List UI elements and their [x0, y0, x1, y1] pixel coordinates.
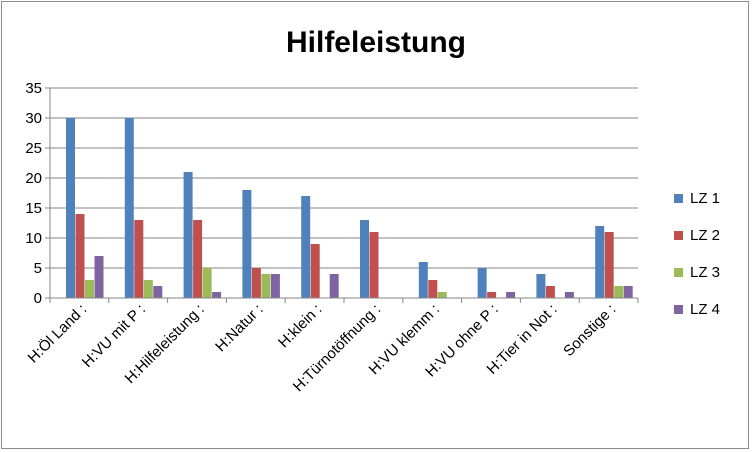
bar-lz-3	[261, 274, 271, 298]
bar-lz-1	[183, 172, 193, 298]
y-tick-label: 0	[34, 290, 42, 307]
bar-lz-2	[604, 232, 614, 298]
bar-lz-2	[75, 214, 85, 298]
bars	[66, 118, 633, 298]
legend-label: LZ 3	[690, 264, 720, 281]
bar-lz-2	[545, 286, 555, 298]
bar-lz-2	[310, 244, 320, 298]
bar-lz-2	[134, 220, 144, 298]
bar-lz-3	[437, 292, 447, 298]
y-tick-label: 35	[25, 80, 42, 97]
bar-lz-4	[623, 286, 633, 298]
bar-lz-1	[595, 226, 605, 298]
bar-lz-3	[614, 286, 624, 298]
bar-lz-1	[301, 196, 311, 298]
bar-lz-4	[329, 274, 339, 298]
bar-lz-2	[193, 220, 203, 298]
bar-lz-1	[66, 118, 75, 298]
legend-swatch	[674, 194, 683, 203]
bar-lz-3	[85, 280, 94, 298]
bar-lz-1	[124, 118, 134, 298]
legend-swatch	[674, 268, 683, 277]
bar-lz-4	[270, 274, 280, 298]
bar-lz-4	[94, 256, 104, 298]
bar-lz-1	[477, 268, 487, 298]
bar-lz-4	[212, 292, 222, 298]
bar-lz-1	[242, 190, 252, 298]
bar-lz-4	[564, 292, 574, 298]
y-tick-label: 25	[25, 140, 42, 157]
x-tick-label: Sonstige :	[560, 301, 619, 360]
y-tick-label: 10	[25, 230, 42, 247]
y-tick-label: 20	[25, 170, 42, 187]
y-tick-label: 30	[25, 110, 42, 127]
bar-lz-1	[536, 274, 546, 298]
bar-lz-4	[153, 286, 163, 298]
chart-title: Hilfeleistung	[286, 26, 466, 59]
x-axis: H:Öl Land :H:VU mit P :H:Hilfeleistung :…	[24, 297, 639, 395]
y-axis: 0 5 10 15 20 25 30 35	[25, 80, 51, 307]
legend-label: LZ 4	[690, 301, 720, 318]
y-tick-label: 5	[34, 260, 42, 277]
bar-lz-4	[506, 292, 516, 298]
gridlines	[50, 87, 638, 299]
bar-lz-3	[202, 268, 212, 298]
bar-lz-1	[360, 220, 369, 298]
legend-label: LZ 2	[690, 227, 720, 244]
legend-swatch	[674, 231, 683, 240]
legend-swatch	[674, 305, 683, 314]
x-tick-label: H:Natur :	[212, 301, 266, 355]
x-tick-label: H:klein :	[275, 301, 325, 351]
legend: LZ 1 LZ 2 LZ 3 LZ 4	[674, 190, 720, 318]
bar-lz-2	[428, 280, 438, 298]
bar-lz-2	[369, 232, 379, 298]
bar-lz-2	[487, 292, 497, 298]
bar-lz-1	[418, 262, 428, 298]
y-tick-label: 15	[25, 200, 42, 217]
bar-lz-3	[143, 280, 153, 298]
legend-label: LZ 1	[690, 190, 720, 207]
bar-lz-2	[251, 268, 261, 298]
